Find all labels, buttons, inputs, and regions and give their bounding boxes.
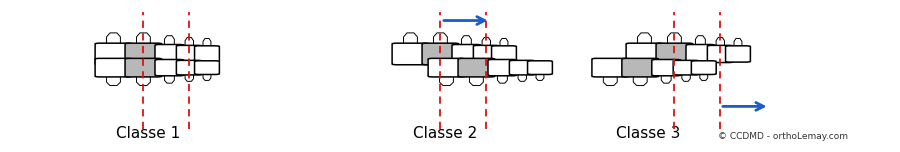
- FancyBboxPatch shape: [691, 61, 716, 74]
- FancyBboxPatch shape: [673, 60, 699, 75]
- FancyBboxPatch shape: [176, 45, 202, 62]
- FancyBboxPatch shape: [626, 43, 662, 65]
- FancyBboxPatch shape: [422, 43, 459, 65]
- FancyBboxPatch shape: [95, 43, 131, 65]
- FancyBboxPatch shape: [473, 45, 500, 62]
- FancyBboxPatch shape: [95, 58, 131, 77]
- FancyBboxPatch shape: [155, 45, 184, 63]
- FancyBboxPatch shape: [125, 43, 162, 65]
- FancyBboxPatch shape: [194, 61, 220, 74]
- FancyBboxPatch shape: [527, 61, 553, 74]
- FancyBboxPatch shape: [392, 43, 428, 65]
- Text: Classe 3: Classe 3: [616, 126, 680, 141]
- FancyBboxPatch shape: [428, 58, 464, 77]
- Text: Classe 2: Classe 2: [413, 126, 478, 141]
- FancyBboxPatch shape: [125, 58, 162, 77]
- FancyBboxPatch shape: [452, 45, 481, 63]
- Text: © CCDMD - orthoLemay.com: © CCDMD - orthoLemay.com: [718, 132, 848, 141]
- FancyBboxPatch shape: [652, 59, 680, 76]
- FancyBboxPatch shape: [194, 46, 220, 62]
- FancyBboxPatch shape: [488, 59, 517, 76]
- FancyBboxPatch shape: [707, 45, 733, 62]
- FancyBboxPatch shape: [592, 58, 628, 77]
- FancyBboxPatch shape: [176, 60, 202, 75]
- FancyBboxPatch shape: [458, 58, 495, 77]
- FancyBboxPatch shape: [725, 46, 751, 62]
- FancyBboxPatch shape: [509, 60, 536, 75]
- FancyBboxPatch shape: [491, 46, 517, 62]
- FancyBboxPatch shape: [622, 58, 659, 77]
- FancyBboxPatch shape: [155, 59, 184, 76]
- Text: Classe 1: Classe 1: [116, 126, 181, 141]
- FancyBboxPatch shape: [656, 43, 693, 65]
- FancyBboxPatch shape: [686, 45, 715, 63]
